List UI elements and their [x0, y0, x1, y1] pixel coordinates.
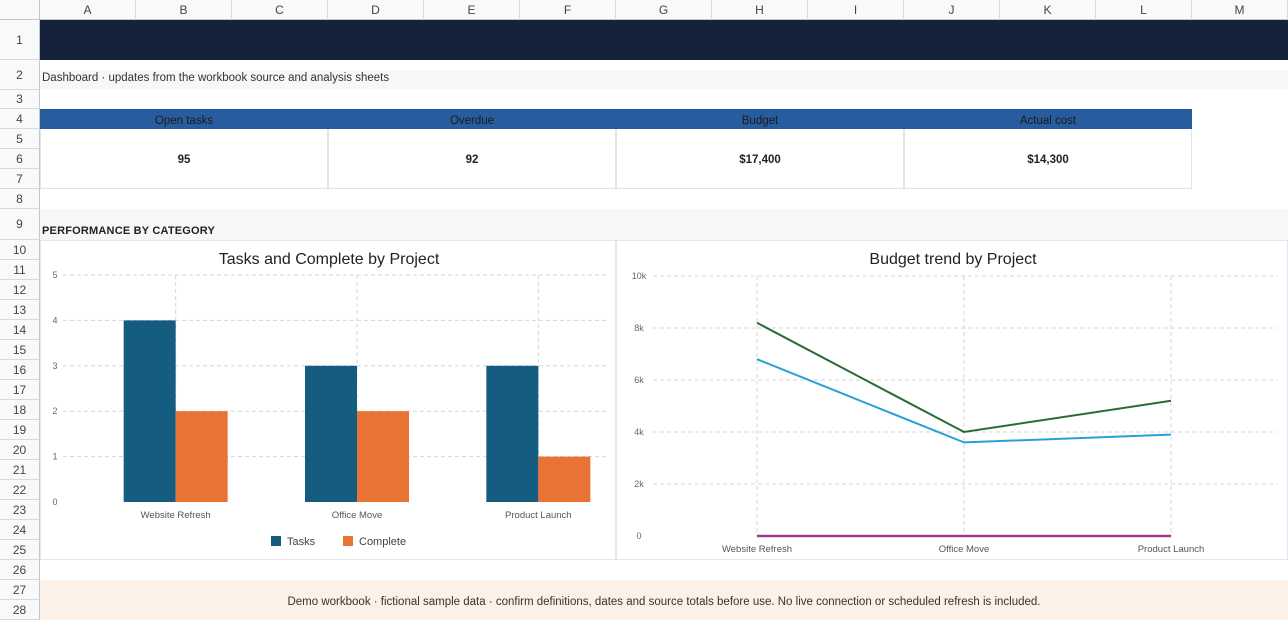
bar-chart: Tasks and Complete by Project 0 1 2 3 4 5 Websi… [52, 251, 607, 548]
column-header-g[interactable]: G [616, 0, 712, 20]
row-header-10[interactable]: 10 [0, 240, 40, 260]
title-band [40, 20, 1288, 60]
line-chart-title: Budget trend by Project [869, 251, 1037, 268]
row-header-20[interactable]: 20 [0, 440, 40, 460]
legend-label-complete: Complete [359, 536, 406, 548]
column-header-a[interactable]: A [40, 0, 136, 20]
row-header-3[interactable]: 3 [0, 90, 40, 109]
line-series-2 [756, 358, 1172, 444]
kpi-value-budget[interactable]: $17,400 [616, 129, 904, 189]
row-header-28[interactable]: 28 [0, 600, 40, 620]
bar-tasks-office-move [305, 365, 357, 502]
bar-y-tick-label: 1 [52, 452, 57, 462]
bar-y-tick-label: 3 [52, 361, 57, 371]
row-header-15[interactable]: 15 [0, 340, 40, 360]
bar-y-tick-label: 0 [52, 497, 57, 507]
line-y-tick-label: 8k [634, 323, 644, 333]
bar-y-tick-label: 5 [52, 270, 57, 280]
kpi-value-overdue[interactable]: 92 [328, 129, 616, 189]
legend-label-tasks: Tasks [287, 536, 316, 548]
row-header-27[interactable]: 27 [0, 580, 40, 600]
row-header-14[interactable]: 14 [0, 320, 40, 340]
select-all-corner[interactable] [0, 0, 40, 20]
row-header-25[interactable]: 25 [0, 540, 40, 560]
row-header-24[interactable]: 24 [0, 520, 40, 540]
bar-complete-office-move [357, 411, 409, 502]
column-header-b[interactable]: B [136, 0, 232, 20]
kpi-value-actual-cost[interactable]: $14,300 [904, 129, 1192, 189]
row-header-4[interactable]: 4 [0, 109, 40, 129]
column-header-l[interactable]: L [1096, 0, 1192, 20]
subtitle-band [40, 70, 1288, 89]
row-header-11[interactable]: 11 [0, 260, 40, 280]
line-y-tick-label: 4k [634, 427, 644, 437]
legend-swatch-complete [343, 536, 353, 546]
row-header-9[interactable]: 9 [0, 209, 40, 240]
column-header-k[interactable]: K [1000, 0, 1096, 20]
row-header-17[interactable]: 17 [0, 380, 40, 400]
line-y-tick-label: 10k [632, 271, 647, 281]
bar-x-tick-label: Product Launch [505, 510, 572, 521]
bar-x-tick-label: Office Move [332, 510, 383, 521]
row-header-2[interactable]: 2 [0, 60, 40, 90]
bar-chart-panel[interactable]: Tasks and Complete by Project 0 1 2 3 4 5 Websi… [40, 240, 616, 560]
kpi-label-actual-cost: Actual cost [904, 109, 1192, 129]
row-header-16[interactable]: 16 [0, 360, 40, 380]
bar-chart-title: Tasks and Complete by Project [219, 251, 440, 268]
column-header-e[interactable]: E [424, 0, 520, 20]
column-header-f[interactable]: F [520, 0, 616, 20]
dashboard-subtitle: Dashboard · updates from the workbook so… [42, 72, 390, 84]
row-header-23[interactable]: 23 [0, 500, 40, 520]
bar-tasks-website-refresh [123, 320, 176, 502]
row-header-21[interactable]: 21 [0, 460, 40, 480]
row-header-18[interactable]: 18 [0, 400, 40, 420]
bar-tasks-product-launch [486, 365, 539, 502]
footer-note: Demo workbook · fictional sample data · … [40, 580, 1288, 620]
line-x-tick-label: Product Launch [1138, 544, 1205, 555]
row-header-12[interactable]: 12 [0, 280, 40, 300]
line-chart: Budget trend by Project 0 2k 4k 6k 8k 10k Websi… [632, 251, 1277, 555]
line-y-tick-label: 2k [634, 479, 644, 489]
row-header-26[interactable]: 26 [0, 560, 40, 580]
column-header-m[interactable]: M [1192, 0, 1288, 20]
kpi-label-budget: Budget [616, 109, 904, 129]
legend-swatch-tasks [271, 536, 281, 546]
bar-complete-product-launch [538, 456, 591, 502]
kpi-label-overdue: Overdue [328, 109, 616, 129]
bar-y-tick-label: 4 [52, 315, 57, 325]
line-x-tick-label: Office Move [939, 544, 990, 555]
row-header-19[interactable]: 19 [0, 420, 40, 440]
line-chart-panel[interactable]: Budget trend by Project 0 2k 4k 6k 8k 10k Websi… [616, 240, 1288, 560]
row-header-8[interactable]: 8 [0, 189, 40, 209]
line-series-1 [756, 321, 1172, 434]
bar-complete-website-refresh [175, 411, 228, 502]
column-header-d[interactable]: D [328, 0, 424, 20]
kpi-label-open-tasks: Open tasks [40, 109, 328, 129]
line-x-tick-label: Website Refresh [722, 544, 792, 555]
column-header-c[interactable]: C [232, 0, 328, 20]
line-y-tick-label: 6k [634, 375, 644, 385]
section-title: PERFORMANCE BY CATEGORY [42, 225, 216, 237]
bar-x-tick-label: Website Refresh [141, 510, 211, 521]
line-y-tick-label: 0 [636, 531, 641, 541]
row-header-7[interactable]: 7 [0, 169, 40, 189]
row-header-13[interactable]: 13 [0, 300, 40, 320]
section-band [40, 209, 1288, 240]
row-header-22[interactable]: 22 [0, 480, 40, 500]
column-header-i[interactable]: I [808, 0, 904, 20]
kpi-value-open-tasks[interactable]: 95 [40, 129, 328, 189]
column-header-j[interactable]: J [904, 0, 1000, 20]
column-header-h[interactable]: H [712, 0, 808, 20]
row-header-1[interactable]: 1 [0, 20, 40, 60]
row-header-5[interactable]: 5 [0, 129, 40, 149]
row-header-6[interactable]: 6 [0, 149, 40, 169]
bar-y-tick-label: 2 [52, 406, 57, 416]
